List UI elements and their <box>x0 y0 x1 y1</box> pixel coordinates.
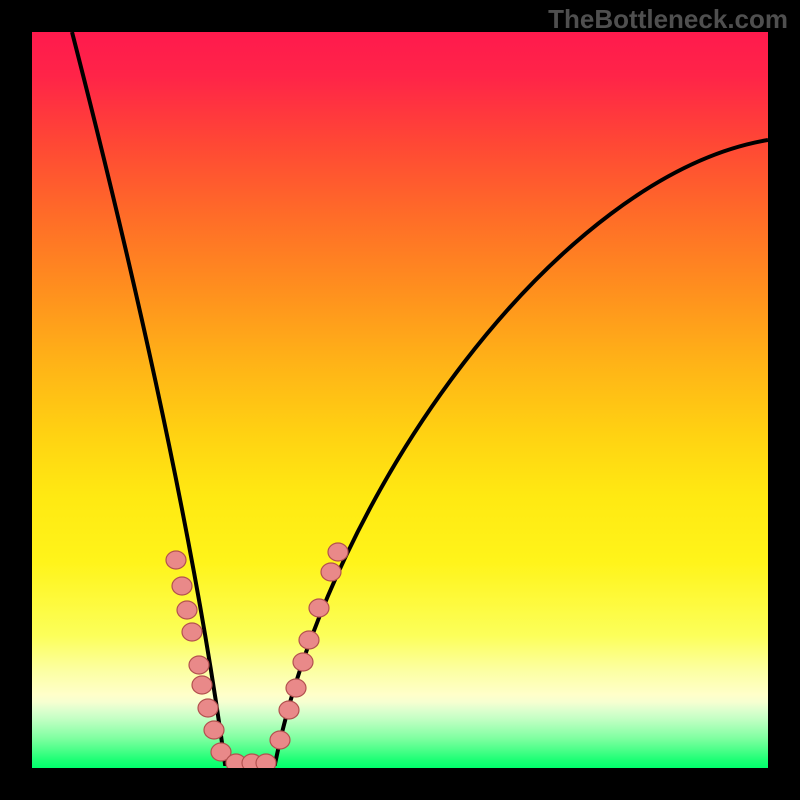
curve-marker <box>198 699 218 717</box>
curve-marker <box>172 577 192 595</box>
curve-marker <box>256 754 276 772</box>
curve-marker <box>182 623 202 641</box>
curve-marker <box>321 563 341 581</box>
watermark-text: TheBottleneck.com <box>548 4 788 35</box>
curve-marker <box>270 731 290 749</box>
curve-marker <box>166 551 186 569</box>
curve-marker <box>279 701 299 719</box>
curve-marker <box>328 543 348 561</box>
curve-marker <box>309 599 329 617</box>
bottleneck-chart-svg <box>0 0 800 800</box>
gradient-background <box>32 32 768 768</box>
curve-marker <box>177 601 197 619</box>
curve-marker <box>192 676 212 694</box>
curve-marker <box>293 653 313 671</box>
curve-marker <box>286 679 306 697</box>
curve-marker <box>299 631 319 649</box>
curve-marker <box>189 656 209 674</box>
curve-marker <box>204 721 224 739</box>
